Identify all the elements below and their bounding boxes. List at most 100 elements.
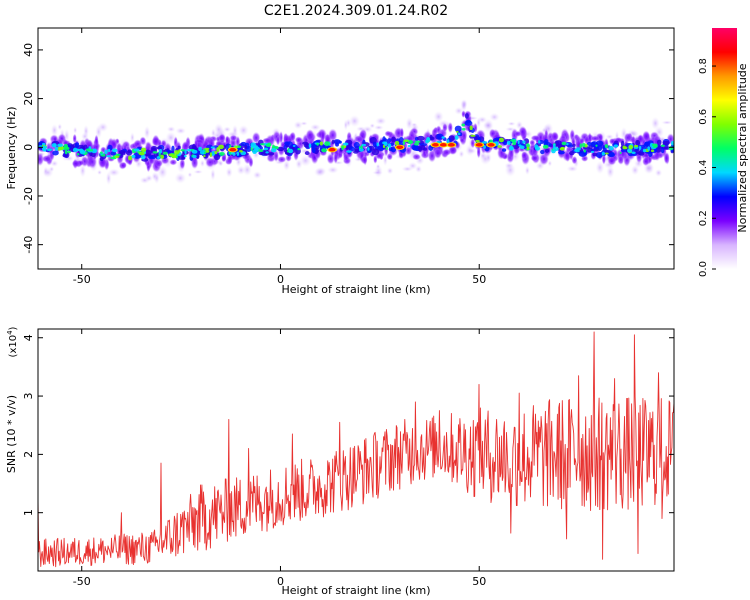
heatmap-highlight-cell — [561, 141, 567, 146]
heatmap-body-cell — [289, 131, 296, 142]
heatmap-highlight-cell — [131, 154, 136, 159]
heatmap-halo-cell — [187, 172, 193, 178]
heatmap-highlight-cell — [542, 144, 549, 149]
heatmap-y-tick-label: 0 — [22, 144, 35, 151]
heatmap-core-cell — [240, 141, 247, 147]
heatmap-core-cell — [602, 145, 606, 149]
heatmap-core-cell — [503, 141, 508, 146]
heatmap-highlight-cell — [654, 143, 658, 147]
heatmap-halo-cell — [105, 171, 112, 186]
heatmap-halo-cell — [476, 117, 482, 128]
heatmap-highlight-cell — [481, 141, 488, 144]
heatmap-highlight-cell — [76, 152, 80, 156]
heatmap-core-cell — [608, 152, 616, 158]
heatmap-core-cell — [413, 144, 419, 150]
heatmap-body-cell — [275, 135, 281, 146]
heatmap-highlight-cell — [574, 149, 578, 152]
heatmap-highlight-cell — [100, 151, 103, 154]
heatmap-core-cell — [620, 140, 625, 148]
heatmap-highlight-cell — [361, 143, 367, 147]
heatmap-hotspot — [432, 143, 439, 147]
heatmap-highlight-cell — [186, 148, 192, 152]
heatmap-halo-cell — [375, 117, 387, 125]
heatmap-body-cell — [225, 135, 230, 144]
snr-x-tick-label: 50 — [472, 575, 486, 588]
heatmap-highlight-cell — [57, 143, 64, 148]
heatmap-halo-cell — [143, 125, 151, 140]
heatmap-body-cell — [94, 134, 99, 147]
heatmap-halo-cell — [83, 124, 89, 138]
heatmap-body-cell — [218, 134, 226, 142]
snr-x-ticks: -50 0 50 — [73, 329, 486, 588]
heatmap-core-cell — [284, 141, 291, 146]
heatmap-highlight-cell — [51, 143, 57, 148]
heatmap-body-cell — [277, 155, 287, 163]
heatmap-core-cell — [464, 120, 473, 126]
snr-scale-prefix: (x10 — [8, 335, 19, 358]
heatmap-highlight-cell — [346, 150, 353, 153]
heatmap-highlight-cell — [174, 150, 180, 155]
heatmap-highlight-cell — [138, 151, 145, 156]
heatmap-core-cell — [284, 148, 288, 153]
heatmap-core-cell — [586, 141, 592, 146]
heatmap-highlight-cell — [67, 150, 71, 154]
heatmap-highlight-cell — [414, 140, 421, 143]
heatmap-highlight-cell — [595, 144, 598, 147]
heatmap-highlight-cell — [158, 149, 163, 154]
heatmap-body-cell — [476, 145, 481, 159]
heatmap-highlight-cell — [42, 142, 46, 146]
heatmap-core-cell — [196, 154, 200, 160]
heatmap-halo-cell — [369, 123, 376, 129]
heatmap-hotspot — [487, 143, 495, 147]
heatmap-core-cell — [304, 151, 310, 156]
heatmap-body-cell — [496, 145, 507, 160]
heatmap-highlight-cell — [265, 143, 272, 148]
heatmap-highlight-cell — [288, 148, 294, 154]
heatmap-halo-cell — [79, 163, 87, 178]
heatmap-halo-cell — [386, 167, 394, 175]
heatmap-body-cell — [663, 151, 669, 165]
snr-y-tick-label: 3 — [22, 393, 35, 400]
heatmap-halo-cell — [313, 167, 326, 177]
heatmap-highlight-cell — [631, 151, 636, 154]
heatmap-body-cell — [470, 137, 476, 149]
heatmap-halo-cell — [504, 162, 516, 177]
heatmap-highlight-cell — [210, 146, 215, 149]
heatmap-body-cell — [38, 152, 45, 167]
heatmap-core-cell — [110, 151, 117, 156]
colorbar-label: Normalized spectral amplitude — [736, 63, 749, 232]
heatmap-highlight-cell — [507, 140, 511, 146]
heatmap-body-cell — [590, 135, 601, 142]
heatmap-highlight-cell — [590, 150, 595, 153]
colorbar-tick-label: 0.8 — [698, 58, 709, 74]
snr-y-tick-label: 1 — [22, 509, 35, 516]
heatmap-core-cell — [148, 155, 154, 159]
heatmap-body-cell — [305, 129, 315, 142]
heatmap-core-cell — [569, 151, 575, 156]
heatmap-highlight-cell — [342, 142, 349, 146]
heatmap-highlight-cell — [628, 144, 634, 150]
heatmap-halo-cell — [630, 164, 640, 176]
heatmap-core-cell — [177, 145, 181, 150]
heatmap-hotspot — [396, 145, 404, 150]
heatmap-halo-cell — [199, 159, 205, 168]
heatmap-highlight-cell — [579, 143, 582, 148]
heatmap-core-cell — [372, 141, 378, 148]
heatmap-hotspot — [229, 147, 237, 152]
heatmap-core-cell — [156, 146, 163, 150]
colorbar-tick-label: 0.0 — [698, 261, 709, 277]
colorbar-gradient — [712, 28, 737, 269]
heatmap-core-cell — [635, 139, 641, 146]
colorbar-tick-label: 0.2 — [698, 210, 709, 226]
heatmap-halo-cell — [348, 114, 361, 128]
heatmap-y-ticks: -40 -20 0 20 40 — [22, 43, 674, 254]
figure-title: C2E1.2024.309.01.24.R02 — [264, 3, 448, 19]
heatmap-body-cell — [521, 150, 528, 160]
heatmap-body-cell — [251, 131, 261, 144]
heatmap-core-cell — [664, 146, 671, 150]
heatmap-highlight-cell — [232, 152, 236, 156]
heatmap-highlight-cell — [297, 147, 301, 151]
heatmap-core-cell — [213, 153, 221, 160]
heatmap-highlight-cell — [642, 148, 647, 153]
